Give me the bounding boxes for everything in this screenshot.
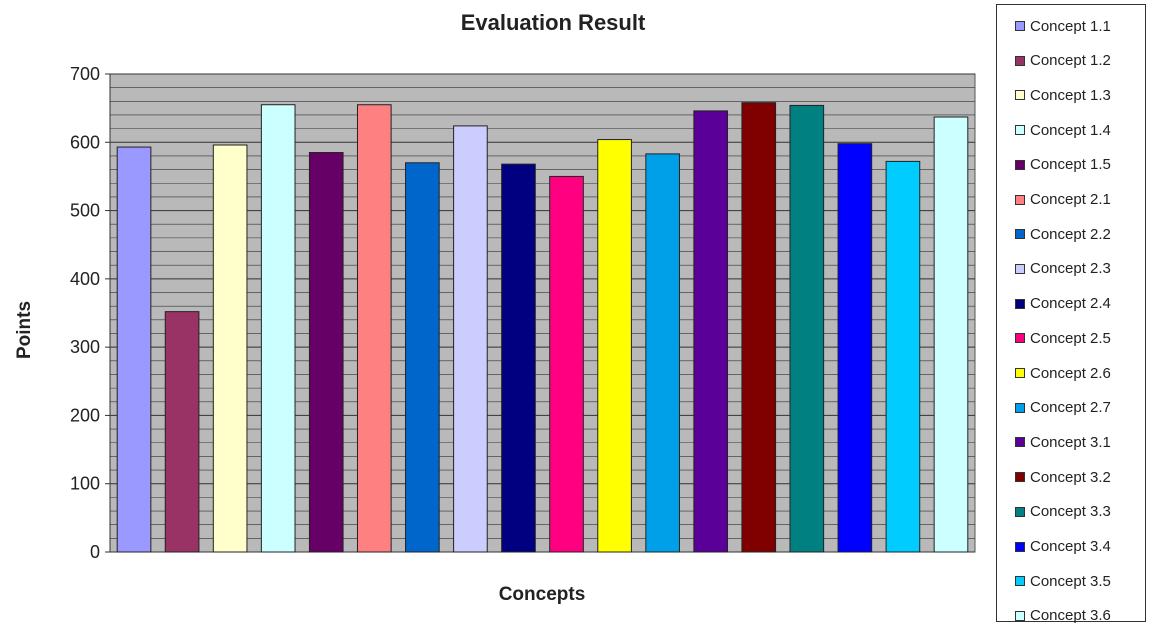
legend-swatch xyxy=(1015,402,1025,413)
legend-item: Concept 1.1 xyxy=(1015,16,1111,36)
legend-item: Concept 3.4 xyxy=(1015,537,1111,557)
legend-label: Concept 2.7 xyxy=(1030,399,1111,417)
bar-concept-3-6 xyxy=(933,116,969,553)
legend-item: Concept 3.6 xyxy=(1015,606,1111,626)
legend-item: Concept 2.2 xyxy=(1015,224,1111,244)
gridlines xyxy=(110,73,975,553)
bar-concept-1-4 xyxy=(260,104,296,553)
legend-item: Concept 2.5 xyxy=(1015,328,1111,348)
legend-swatch xyxy=(1015,21,1025,31)
legend-label: Concept 1.3 xyxy=(1030,86,1111,104)
legend-label: Concept 2.3 xyxy=(1030,260,1111,278)
legend-label: Concept 3.4 xyxy=(1030,538,1111,555)
bar-concept-3-3 xyxy=(789,104,825,553)
plot-area xyxy=(109,73,976,553)
legend-swatch xyxy=(1015,333,1025,344)
bars xyxy=(116,102,969,553)
legend-swatch xyxy=(1015,298,1025,309)
legend-swatch xyxy=(1015,437,1025,448)
y-tick-label: 0 xyxy=(90,542,100,562)
bar-concept-1-5 xyxy=(308,152,344,553)
bar-concept-2-5 xyxy=(549,175,584,553)
bar-concept-2-6 xyxy=(597,139,632,553)
legend-label: Concept 2.6 xyxy=(1030,364,1111,382)
legend-item: Concept 1.4 xyxy=(1015,120,1111,140)
legend-swatch xyxy=(1015,229,1025,240)
legend-item: Concept 3.3 xyxy=(1015,502,1111,522)
y-tick-label: 300 xyxy=(70,337,100,357)
legend-label: Concept 3.6 xyxy=(1030,607,1111,625)
bar-concept-1-3 xyxy=(212,144,248,553)
legend-item: Concept 1.3 xyxy=(1015,85,1111,105)
bar-concept-2-2 xyxy=(405,162,440,553)
legend-item: Concept 2.4 xyxy=(1015,294,1111,314)
bar-concept-3-2 xyxy=(741,102,777,553)
y-tick-label: 400 xyxy=(70,269,100,289)
legend-label: Concept 1.1 xyxy=(1030,17,1111,35)
legend-swatch xyxy=(1015,194,1025,205)
legend-swatch xyxy=(1015,541,1025,552)
legend-item: Concept 2.6 xyxy=(1015,363,1111,383)
legend-label: Concept 2.2 xyxy=(1030,225,1111,243)
x-axis-label: Concepts xyxy=(499,584,586,605)
legend-label: Concept 3.3 xyxy=(1030,503,1111,521)
legend-label: Concept 1.2 xyxy=(1030,52,1111,70)
legend-swatch xyxy=(1015,263,1025,274)
legend-swatch xyxy=(1015,90,1025,101)
legend-label: Concept 1.4 xyxy=(1030,121,1111,139)
legend-item: Concept 2.1 xyxy=(1015,190,1111,210)
bar-concept-2-4 xyxy=(501,163,536,553)
bar-concept-1-2 xyxy=(164,311,200,553)
y-axis-label: Points xyxy=(14,301,35,359)
y-tick-label: 700 xyxy=(70,64,100,84)
legend-label: Concept 2.4 xyxy=(1030,295,1111,313)
bar-concept-2-3 xyxy=(453,125,488,553)
legend-item: Concept 2.7 xyxy=(1015,398,1111,418)
y-tick-label: 600 xyxy=(70,132,100,152)
legend-label: Concept 2.1 xyxy=(1030,191,1111,208)
legend-swatch xyxy=(1015,472,1025,483)
legend-item: Concept 1.5 xyxy=(1015,155,1111,175)
legend-item: Concept 1.2 xyxy=(1015,51,1111,71)
legend-item: Concept 3.1 xyxy=(1015,432,1111,452)
legend-item: Concept 2.3 xyxy=(1015,259,1111,279)
legend-item: Concept 3.5 xyxy=(1015,571,1111,591)
bar-concept-2-7 xyxy=(645,153,680,553)
legend-swatch xyxy=(1015,610,1025,621)
bar-concept-2-1 xyxy=(356,104,392,553)
legend-item: Concept 3.2 xyxy=(1015,467,1111,487)
bar-concept-3-5 xyxy=(885,160,921,553)
legend-swatch xyxy=(1015,55,1025,66)
legend-swatch xyxy=(1015,125,1025,136)
legend-label: Concept 2.5 xyxy=(1030,329,1111,347)
bar-concept-3-4 xyxy=(837,143,873,553)
legend-label: Concept 1.5 xyxy=(1030,156,1111,174)
legend-swatch xyxy=(1015,506,1025,517)
legend-label: Concept 3.1 xyxy=(1030,433,1111,451)
y-tick-label: 500 xyxy=(70,201,100,221)
y-axis: 0 100 200 300 400 500 600 700 xyxy=(70,64,111,562)
legend-label: Concept 3.2 xyxy=(1030,468,1111,486)
y-tick-label: 100 xyxy=(70,474,100,494)
legend-swatch xyxy=(1015,368,1025,378)
legend: Concept 1.1 Concept 1.2 Concept 1.3 Concept… xyxy=(996,4,1146,624)
legend-label: Concept 3.5 xyxy=(1030,572,1111,590)
y-tick-label: 200 xyxy=(70,405,100,425)
legend-swatch xyxy=(1015,159,1025,170)
bar-concept-3-1 xyxy=(693,110,729,553)
chart-title: Evaluation Result xyxy=(461,10,646,35)
bar-concept-1-1 xyxy=(116,146,152,553)
legend-swatch xyxy=(1015,576,1025,587)
